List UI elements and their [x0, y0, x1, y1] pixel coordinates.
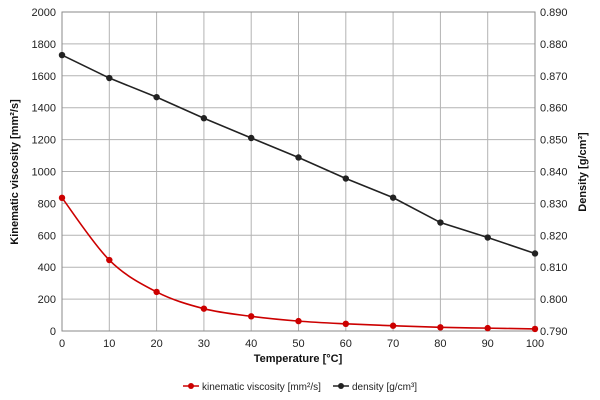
left-tick-label: 1000: [32, 167, 56, 179]
data-point-density: [389, 194, 397, 201]
data-point-viscosity: [531, 325, 539, 333]
data-point-viscosity: [58, 194, 66, 202]
right-axis-ticks: 0.790 0.800 0.810 0.820 0.830 0.840 0.850 0.860…: [540, 7, 568, 338]
x-tick-label: 0: [59, 338, 65, 350]
data-point-viscosity: [437, 324, 444, 331]
data-point-viscosity: [248, 313, 255, 320]
plot-frame: [61, 11, 536, 332]
series-viscosity: [58, 194, 539, 333]
right-tick-label: 0.840: [540, 167, 568, 179]
legend-marker-viscosity: [188, 383, 194, 389]
data-point-density: [531, 250, 539, 257]
right-tick-label: 0.800: [540, 294, 568, 306]
left-tick-label: 600: [38, 230, 56, 242]
legend-label-density: density [g/cm³]: [352, 382, 417, 393]
data-point-viscosity: [153, 288, 160, 296]
left-tick-label: 2000: [32, 7, 56, 19]
x-tick-label: 10: [103, 338, 115, 350]
left-tick-label: 1400: [32, 103, 56, 115]
right-tick-label: 0.860: [540, 103, 568, 115]
data-point-density: [295, 154, 302, 161]
left-tick-label: 1600: [32, 71, 56, 83]
legend-marker-density: [338, 383, 344, 389]
left-tick-label: 0: [50, 326, 56, 338]
data-point-density: [58, 51, 66, 59]
series-layer: [58, 51, 539, 333]
data-point-density: [248, 134, 255, 142]
right-tick-label: 0.820: [540, 230, 568, 242]
legend-item-viscosity: kinematic viscosity [mm²/s]: [183, 382, 321, 393]
right-tick-label: 0.790: [540, 326, 568, 338]
right-tick-label: 0.870: [540, 71, 568, 83]
right-tick-label: 0.850: [540, 135, 568, 147]
series-density: [58, 51, 539, 257]
x-tick-label: 70: [387, 338, 399, 350]
data-point-viscosity: [295, 317, 302, 325]
x-tick-label: 80: [434, 338, 446, 350]
data-point-viscosity: [106, 256, 113, 264]
left-tick-label: 1200: [32, 135, 56, 147]
data-point-viscosity: [200, 305, 208, 312]
x-tick-label: 60: [340, 338, 352, 350]
right-axis-title: Density [g/cm³]: [577, 132, 589, 212]
right-tick-label: 0.830: [540, 198, 568, 210]
x-tick-label: 90: [482, 338, 494, 350]
legend: kinematic viscosity [mm²/s] density [g/c…: [183, 382, 417, 393]
data-point-viscosity: [484, 324, 491, 332]
left-tick-label: 400: [38, 262, 56, 274]
left-tick-label: 800: [38, 198, 56, 210]
left-axis-ticks: 0 200 400 600 800 1000 1200 1400 1600 1800 2000: [32, 7, 56, 338]
x-axis-ticks: 0 10 20 30 40 50 60 70 80 90 100: [59, 338, 544, 350]
data-point-density: [484, 234, 491, 241]
legend-item-density: density [g/cm³]: [333, 382, 417, 393]
x-tick-label: 30: [198, 338, 210, 350]
data-point-density: [342, 175, 349, 182]
x-tick-label: 50: [292, 338, 304, 350]
data-point-density: [153, 93, 160, 101]
right-tick-label: 0.810: [540, 262, 568, 274]
data-point-density: [200, 115, 208, 122]
x-tick-label: 100: [526, 338, 544, 350]
data-point-viscosity: [342, 320, 349, 328]
left-tick-label: 200: [38, 294, 56, 306]
x-axis-title: Temperature [°C]: [254, 353, 343, 365]
legend-label-viscosity: kinematic viscosity [mm²/s]: [202, 382, 321, 393]
data-point-density: [106, 74, 113, 82]
right-tick-label: 0.880: [540, 39, 568, 51]
left-axis-title: Kinematic viscosity [mm²/s]: [9, 99, 21, 245]
right-tick-label: 0.890: [540, 7, 568, 19]
data-point-density: [437, 219, 444, 226]
x-tick-label: 20: [150, 338, 162, 350]
x-tick-label: 40: [245, 338, 257, 350]
left-tick-label: 1800: [32, 39, 56, 51]
data-point-viscosity: [389, 322, 397, 329]
